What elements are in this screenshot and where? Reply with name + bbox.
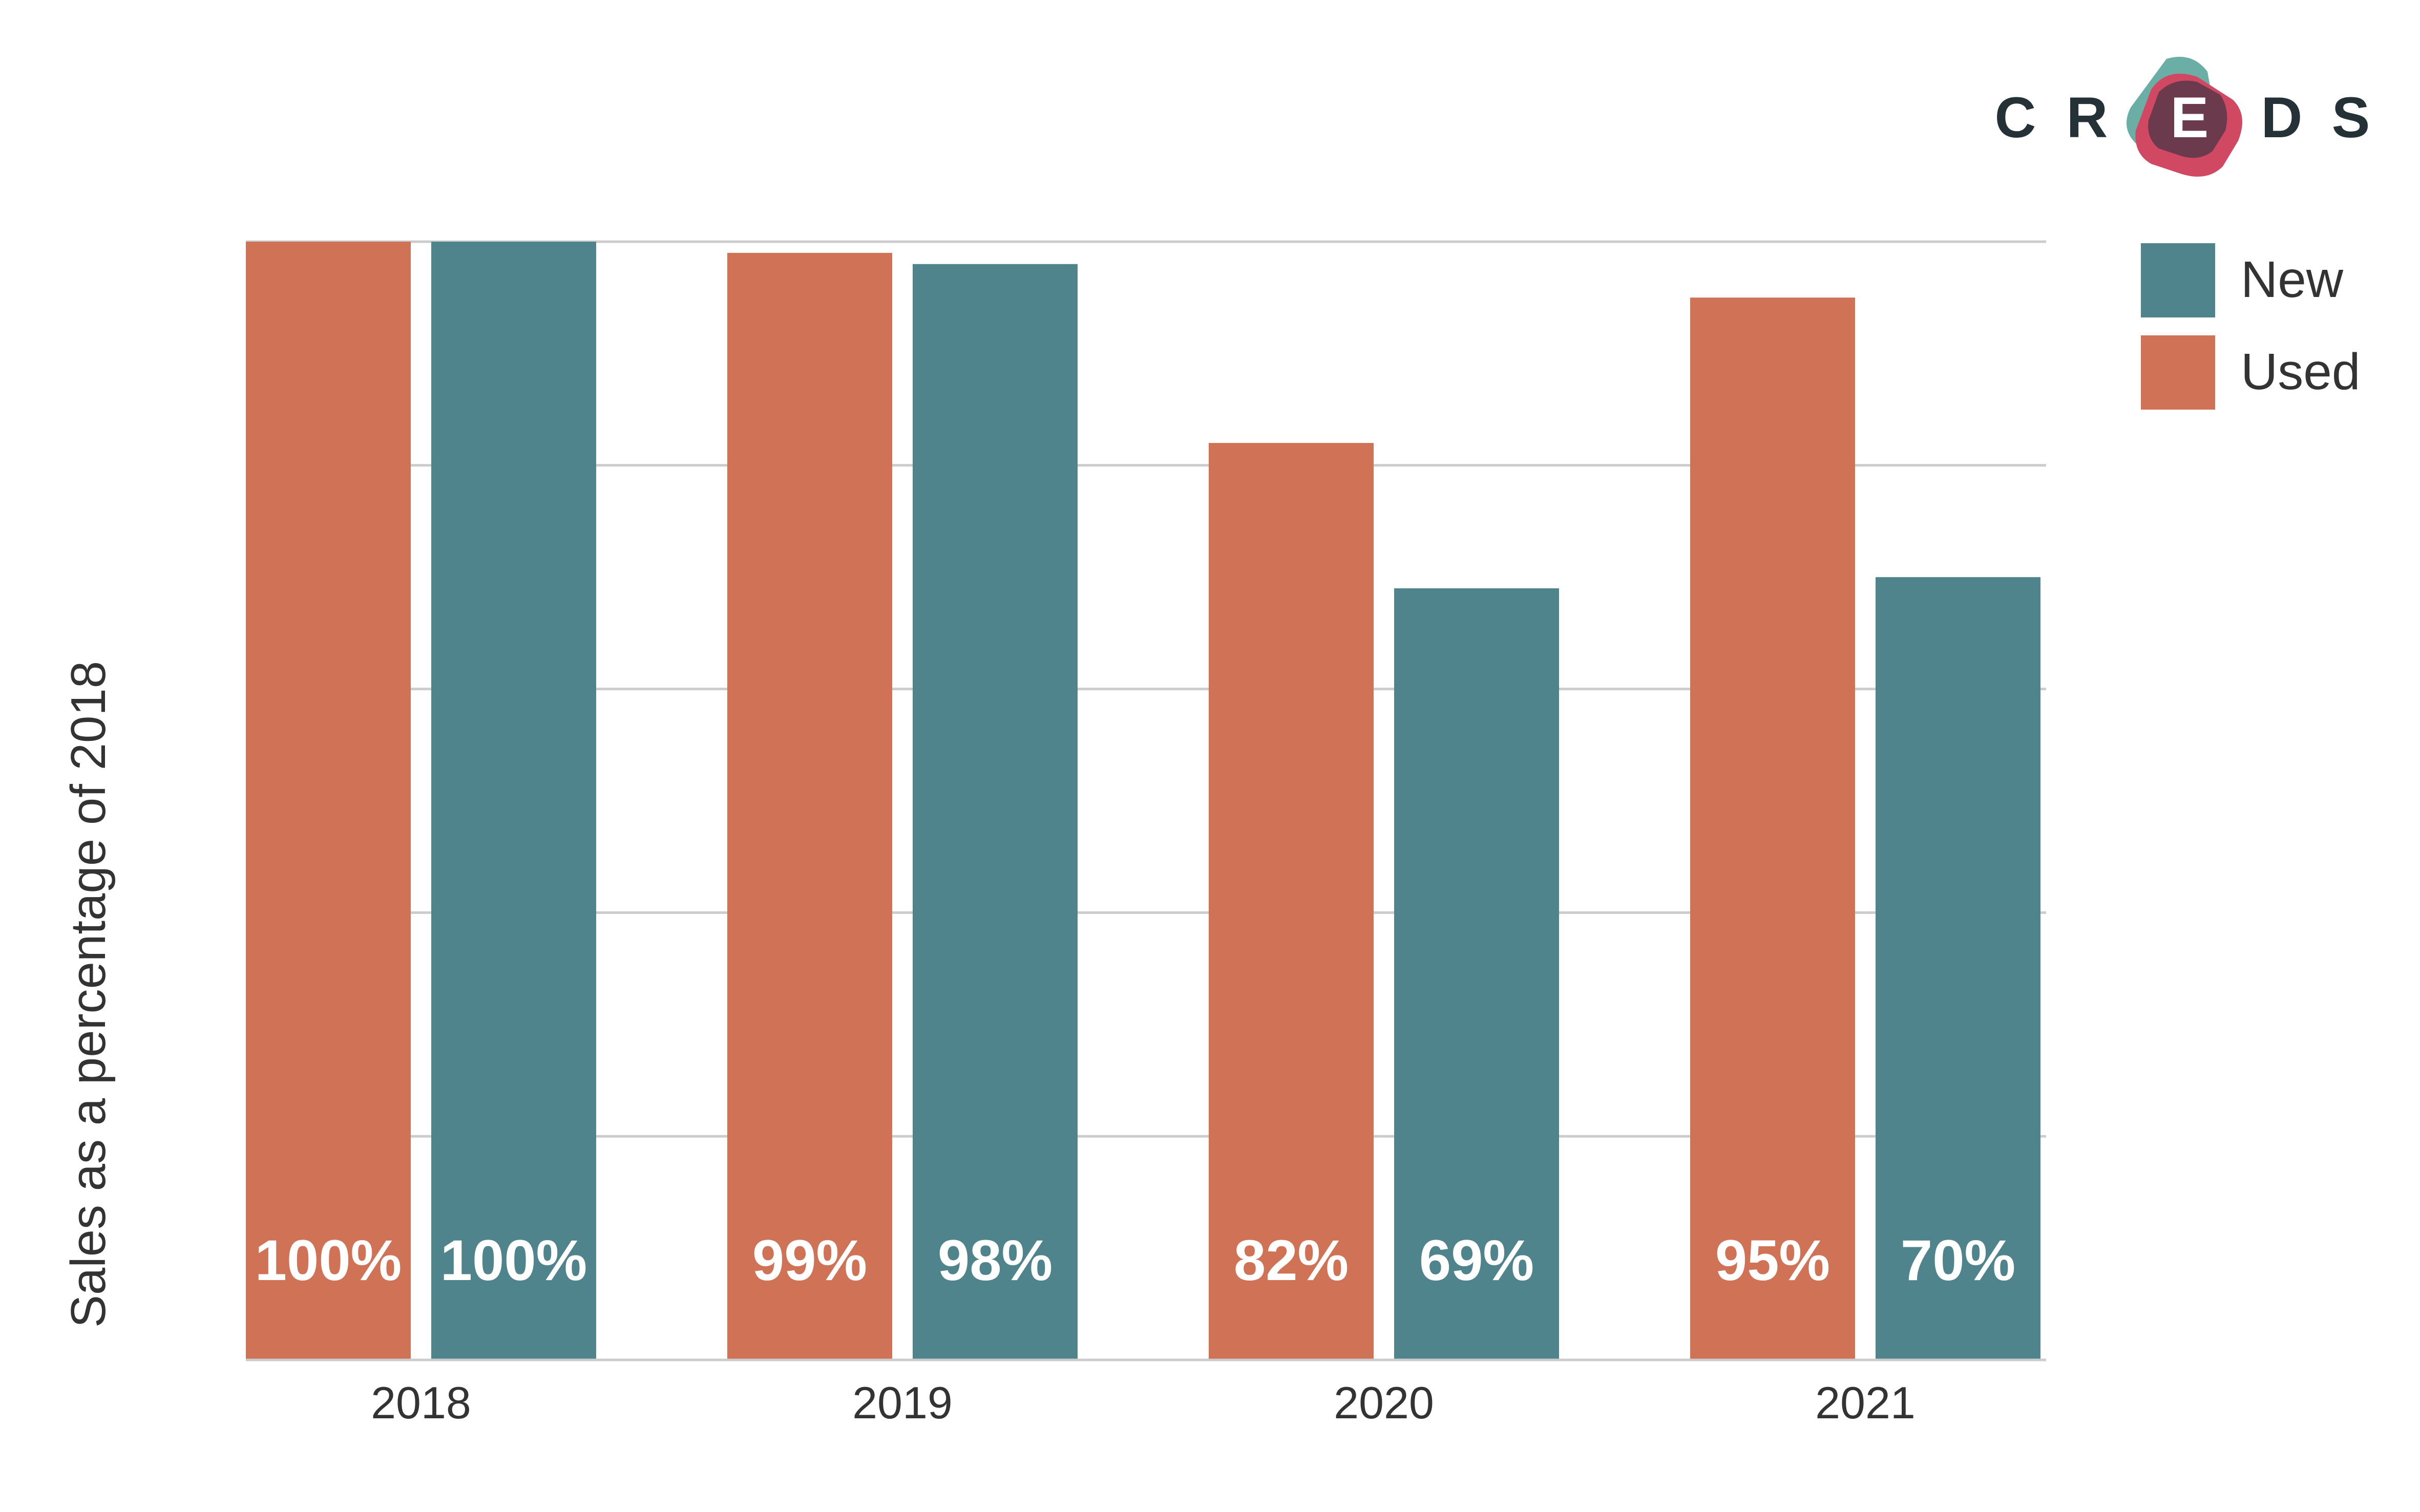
data-label-new-2020: 69% [1419, 1228, 1534, 1292]
legend-swatch-new [2141, 243, 2215, 317]
bar-used-2021 [1690, 297, 1855, 1360]
data-label-new-2019: 98% [938, 1228, 1053, 1292]
legend: New Used [2141, 243, 2360, 410]
data-label-used-2021: 95% [1715, 1228, 1830, 1292]
legend-swatch-used [2141, 335, 2215, 410]
data-label-used-2018: 100% [255, 1228, 402, 1292]
bar-new-2020 [1394, 588, 1559, 1360]
logo-letter-r: R [2067, 86, 2108, 150]
legend-label-new: New [2241, 251, 2344, 308]
data-label-used-2020: 82% [1234, 1228, 1349, 1292]
bars [246, 242, 2040, 1360]
bar-new-2018 [431, 242, 596, 1360]
bar-used-2020 [1209, 443, 1374, 1360]
x-tick-label-2018: 2018 [371, 1377, 471, 1428]
data-label-new-2021: 70% [1901, 1228, 2015, 1292]
x-tick-label-2019: 2019 [852, 1377, 953, 1428]
bar-used-2018 [246, 242, 411, 1360]
x-tick-label-2020: 2020 [1334, 1377, 1434, 1428]
x-tick-labels: 2018 2019 2020 2021 [371, 1377, 1916, 1428]
y-axis-label: Sales as a percentage of 2018 [61, 661, 116, 1328]
logo-letter-c: C [1995, 86, 2036, 150]
x-tick-label-2021: 2021 [1815, 1377, 1916, 1428]
logo-letter-e: E [2171, 86, 2209, 150]
legend-label-used: Used [2241, 343, 2360, 400]
bar-new-2019 [913, 264, 1078, 1360]
logo-letter-s: S [2332, 86, 2370, 150]
data-label-new-2018: 100% [440, 1228, 587, 1292]
data-labels: 100% 100% 99% 98% 82% 69% 95% 70% [255, 1228, 2015, 1292]
data-label-used-2019: 99% [752, 1228, 867, 1292]
bar-used-2019 [727, 252, 892, 1360]
logo-letter-d: D [2261, 86, 2303, 150]
logo-shape-dark [2148, 80, 2227, 158]
bar-new-2021 [1876, 577, 2040, 1360]
